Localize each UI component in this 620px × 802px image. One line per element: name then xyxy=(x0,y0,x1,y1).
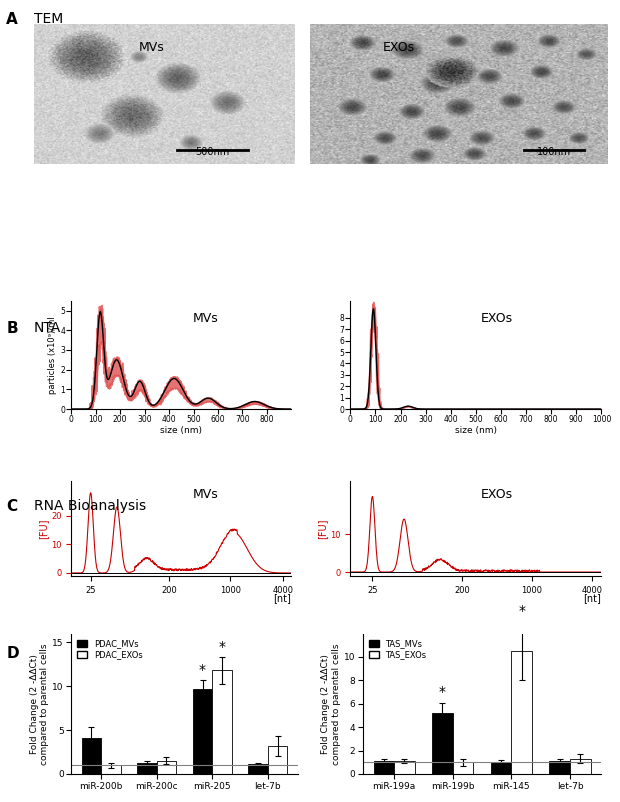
X-axis label: size (nm): size (nm) xyxy=(161,426,202,435)
Bar xyxy=(570,759,590,774)
Y-axis label: particles (x10⁹)/ml: particles (x10⁹)/ml xyxy=(48,316,58,394)
Bar xyxy=(249,764,268,774)
Legend: PDAC_MVs, PDAC_EXOs: PDAC_MVs, PDAC_EXOs xyxy=(76,638,144,661)
Text: *: * xyxy=(199,662,206,677)
Bar xyxy=(373,761,394,774)
Bar xyxy=(82,738,101,774)
Text: [nt]: [nt] xyxy=(583,593,601,603)
Text: 100nm: 100nm xyxy=(537,148,571,157)
Bar xyxy=(491,762,512,774)
Y-axis label: Fold Change (2 -ΔΔCt)
compared to parental cells: Fold Change (2 -ΔΔCt) compared to parent… xyxy=(321,643,341,764)
Text: RNA Bioanalysis: RNA Bioanalysis xyxy=(34,499,146,512)
Text: EXOs: EXOs xyxy=(383,41,415,54)
Bar xyxy=(394,761,415,774)
Text: 500nm: 500nm xyxy=(195,148,229,157)
Bar xyxy=(212,670,232,774)
Text: *: * xyxy=(439,685,446,699)
X-axis label: size (nm): size (nm) xyxy=(455,426,497,435)
Text: NTA: NTA xyxy=(34,321,61,334)
Text: MVs: MVs xyxy=(192,313,218,326)
Text: B: B xyxy=(6,321,18,336)
Bar xyxy=(432,713,453,774)
Text: A: A xyxy=(6,12,18,27)
Legend: TAS_MVs, TAS_EXOs: TAS_MVs, TAS_EXOs xyxy=(367,638,428,661)
Text: MVs: MVs xyxy=(138,41,164,54)
Text: *: * xyxy=(218,640,226,654)
Text: MVs: MVs xyxy=(192,488,218,501)
Text: *: * xyxy=(518,605,525,618)
Y-axis label: [FU]: [FU] xyxy=(317,518,327,539)
Bar xyxy=(549,761,570,774)
Bar xyxy=(453,762,473,774)
Text: EXOs: EXOs xyxy=(481,488,513,501)
Bar xyxy=(101,765,120,774)
Text: C: C xyxy=(6,499,17,514)
Text: EXOs: EXOs xyxy=(481,313,513,326)
Bar xyxy=(193,689,212,774)
Text: [nt]: [nt] xyxy=(273,593,291,603)
Bar xyxy=(137,764,157,774)
Text: D: D xyxy=(6,646,19,661)
Text: TEM: TEM xyxy=(34,12,63,26)
Y-axis label: [FU]: [FU] xyxy=(38,518,48,539)
Y-axis label: Fold Change (2 -ΔΔCt)
compared to parental cells: Fold Change (2 -ΔΔCt) compared to parent… xyxy=(30,643,50,764)
Bar xyxy=(157,761,176,774)
Bar xyxy=(268,746,287,774)
Bar xyxy=(512,651,532,774)
